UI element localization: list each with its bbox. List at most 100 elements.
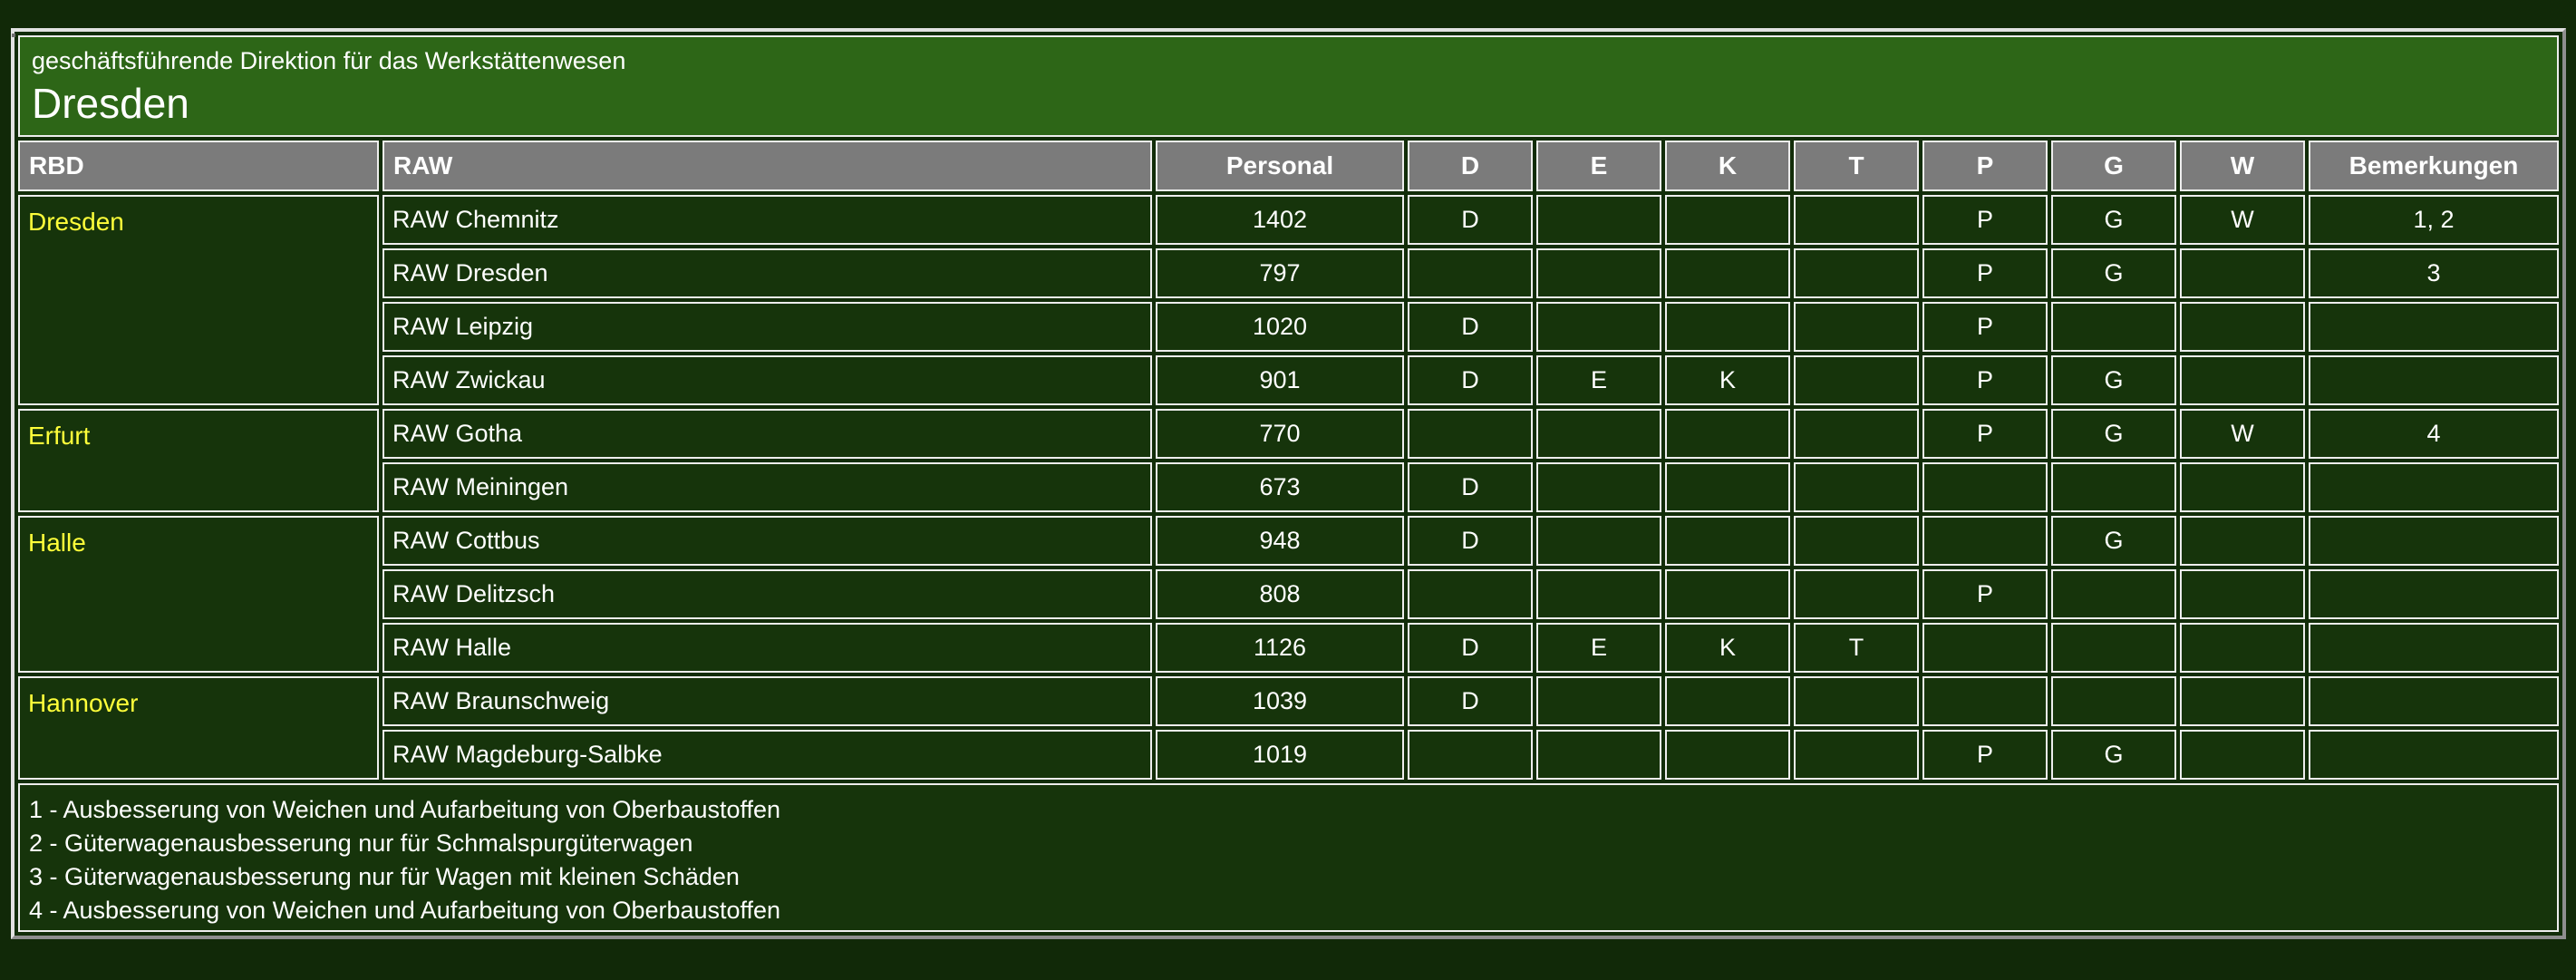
personal-cell: 1020: [1156, 302, 1404, 352]
raw-cell: RAW Chemnitz: [383, 195, 1152, 245]
table-row: RAW Magdeburg-Salbke 1019 P G: [18, 730, 2559, 780]
stray-cursor-dot: [12, 34, 15, 37]
flag-cell-d: D: [1408, 355, 1533, 405]
bemerkungen-cell: [2309, 623, 2559, 673]
flag-cell-w: [2180, 569, 2305, 619]
flag-cell-e: [1536, 195, 1661, 245]
page: { "page_title_band": { "title_small": "g…: [0, 28, 2576, 980]
raw-werke-table: geschäftsführende Direktion für das Werk…: [11, 28, 2566, 939]
table-row: Halle RAW Cottbus 948 D G: [18, 516, 2559, 673]
flag-cell-w: [2180, 248, 2305, 298]
flag-cell-d: D: [1408, 302, 1533, 352]
flag-cell-p: P: [1922, 302, 2048, 352]
flag-cell-d: [1408, 569, 1533, 619]
flag-cell-w: [2180, 516, 2305, 566]
flag-cell-k: K: [1665, 623, 1790, 673]
raw-cell: RAW Cottbus: [383, 516, 1152, 566]
flag-cell-t: [1794, 195, 1919, 245]
raw-cell: RAW Magdeburg-Salbke: [383, 730, 1152, 780]
column-header-rbd: RBD: [18, 141, 379, 191]
flag-cell-d: D: [1408, 676, 1533, 726]
table-row: RAW Meiningen 673 D: [18, 462, 2559, 512]
flag-cell-g: [2051, 302, 2176, 352]
flag-cell-d: D: [1408, 623, 1533, 673]
footnote-row: 1 - Ausbesserung von Weichen und Aufarbe…: [18, 783, 2559, 932]
flag-cell-p: P: [1922, 730, 2048, 780]
column-header-bemerkungen: Bemerkungen: [2309, 141, 2559, 191]
column-header-g: G: [2051, 141, 2176, 191]
column-header-t: T: [1794, 141, 1919, 191]
flag-cell-t: [1794, 676, 1919, 726]
table-row: Hannover RAW Braunschweig 1039 D: [18, 676, 2559, 780]
raw-cell: RAW Dresden: [383, 248, 1152, 298]
flag-cell-g: [2051, 462, 2176, 512]
flag-cell-k: [1665, 195, 1790, 245]
column-header-d: D: [1408, 141, 1533, 191]
flag-cell-t: [1794, 409, 1919, 459]
flag-cell-e: E: [1536, 355, 1661, 405]
flag-cell-e: [1536, 462, 1661, 512]
flag-cell-t: [1794, 516, 1919, 566]
flag-cell-k: K: [1665, 355, 1790, 405]
column-header-row: RBD RAW Personal D E K T P G W Bemerkung…: [18, 141, 2559, 191]
bemerkungen-cell: [2309, 302, 2559, 352]
flag-cell-e: [1536, 730, 1661, 780]
column-header-personal: Personal: [1156, 141, 1404, 191]
flag-cell-g: G: [2051, 195, 2176, 245]
flag-cell-p: P: [1922, 569, 2048, 619]
flag-cell-w: [2180, 730, 2305, 780]
bemerkungen-cell: [2309, 462, 2559, 512]
raw-cell: RAW Leipzig: [383, 302, 1152, 352]
rbd-cell: Hannover: [18, 676, 379, 780]
flag-cell-p: P: [1922, 355, 2048, 405]
table-body: Dresden RAW Chemnitz 1402 D P G W 1, 2 RAW Dresd…: [18, 195, 2559, 780]
title-row: geschäftsführende Direktion für das Werk…: [18, 35, 2559, 137]
column-header-e: E: [1536, 141, 1661, 191]
flag-cell-e: [1536, 569, 1661, 619]
flag-cell-t: T: [1794, 623, 1919, 673]
flag-cell-t: [1794, 730, 1919, 780]
flag-cell-w: [2180, 462, 2305, 512]
flag-cell-d: D: [1408, 195, 1533, 245]
rbd-cell: Erfurt: [18, 409, 379, 512]
personal-cell: 948: [1156, 516, 1404, 566]
flag-cell-w: [2180, 302, 2305, 352]
flag-cell-g: G: [2051, 409, 2176, 459]
flag-cell-k: [1665, 676, 1790, 726]
bemerkungen-cell: [2309, 730, 2559, 780]
flag-cell-p: P: [1922, 409, 2048, 459]
flag-cell-t: [1794, 569, 1919, 619]
personal-cell: 1402: [1156, 195, 1404, 245]
raw-cell: RAW Braunschweig: [383, 676, 1152, 726]
flag-cell-g: G: [2051, 355, 2176, 405]
flag-cell-g: G: [2051, 730, 2176, 780]
flag-cell-d: [1408, 248, 1533, 298]
flag-cell-g: [2051, 623, 2176, 673]
bemerkungen-cell: 4: [2309, 409, 2559, 459]
flag-cell-e: E: [1536, 623, 1661, 673]
flag-cell-w: [2180, 623, 2305, 673]
flag-cell-e: [1536, 676, 1661, 726]
personal-cell: 770: [1156, 409, 1404, 459]
personal-cell: 673: [1156, 462, 1404, 512]
flag-cell-g: G: [2051, 516, 2176, 566]
flag-cell-k: [1665, 569, 1790, 619]
table-row: Dresden RAW Chemnitz 1402 D P G W 1, 2: [18, 195, 2559, 405]
bemerkungen-cell: 3: [2309, 248, 2559, 298]
flag-cell-g: [2051, 676, 2176, 726]
bemerkungen-cell: [2309, 569, 2559, 619]
flag-cell-t: [1794, 248, 1919, 298]
flag-cell-w: W: [2180, 409, 2305, 459]
flag-cell-d: D: [1408, 462, 1533, 512]
flag-cell-k: [1665, 248, 1790, 298]
bemerkungen-cell: [2309, 516, 2559, 566]
table-title-cell: geschäftsführende Direktion für das Werk…: [18, 35, 2559, 137]
flag-cell-p: P: [1922, 195, 2048, 245]
flag-cell-k: [1665, 516, 1790, 566]
flag-cell-e: [1536, 248, 1661, 298]
flag-cell-e: [1536, 302, 1661, 352]
bemerkungen-cell: [2309, 676, 2559, 726]
table-row: RAW Dresden 797 P G 3: [18, 248, 2559, 298]
flag-cell-e: [1536, 409, 1661, 459]
raw-cell: RAW Zwickau: [383, 355, 1152, 405]
